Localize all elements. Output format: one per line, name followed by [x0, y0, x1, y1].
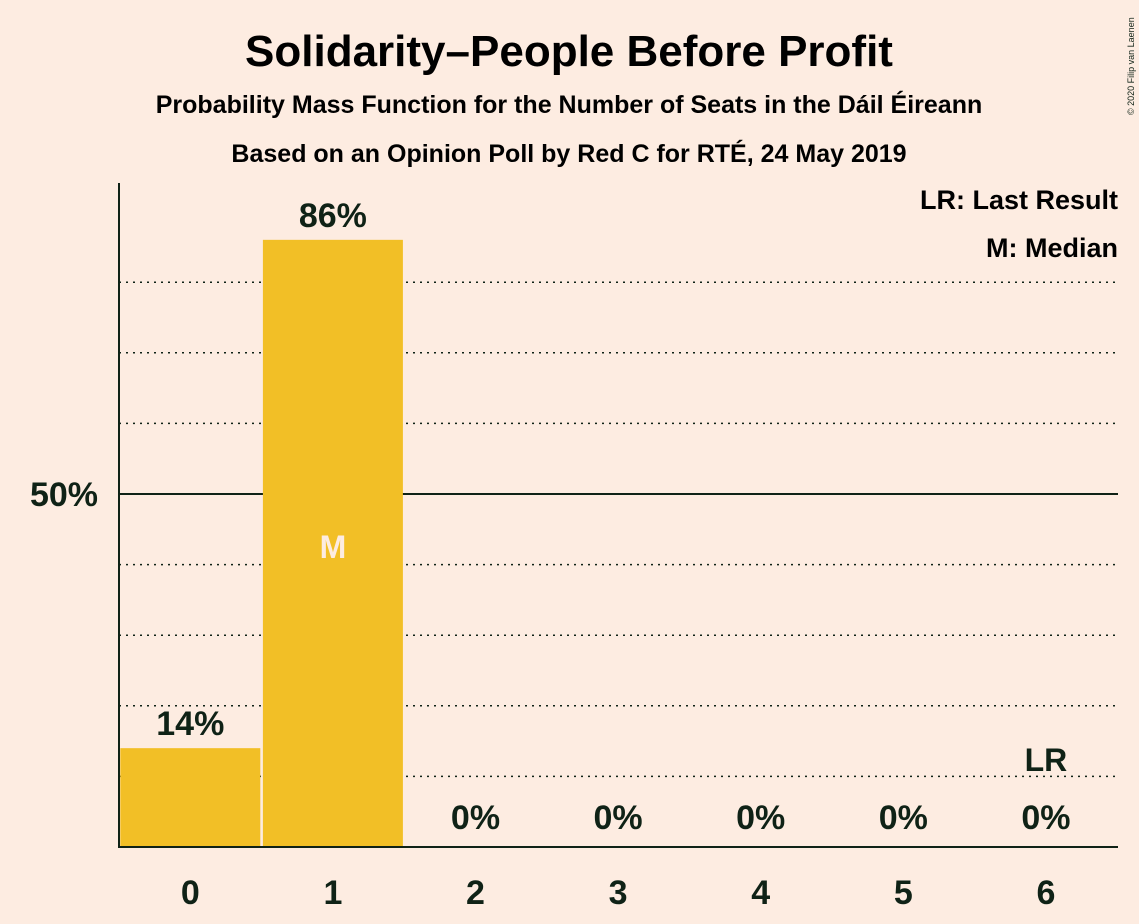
median-marker: M: [320, 529, 347, 565]
x-tick-label: 4: [751, 874, 770, 912]
value-label: 0%: [451, 799, 500, 837]
value-label: 14%: [156, 705, 224, 743]
value-label: 86%: [299, 197, 367, 235]
bar-seats-1: [262, 239, 403, 848]
bars: [120, 239, 403, 848]
chart-subtitle: Probability Mass Function for the Number…: [156, 90, 983, 119]
x-tick-label: 5: [894, 874, 913, 912]
legend-median: M: Median: [986, 233, 1118, 263]
x-tick-label: 0: [181, 874, 200, 912]
value-labels: 14% 86% 0% 0% 0% 0% 0% M LR: [156, 197, 1070, 837]
x-tick-label: 1: [323, 874, 342, 912]
value-label: 0%: [594, 799, 643, 837]
value-label: 0%: [879, 799, 928, 837]
legend-last-result: LR: Last Result: [920, 185, 1118, 215]
bar-seats-0: [120, 748, 261, 847]
axes: 50% 0 1 2 3 4 5 6: [30, 183, 1118, 912]
y-tick-label: 50%: [30, 476, 98, 514]
x-tick-label: 3: [609, 874, 628, 912]
x-tick-label: 2: [466, 874, 485, 912]
copyright-notice: © 2020 Filip van Laenen: [1126, 17, 1136, 115]
chart-title: Solidarity–People Before Profit: [245, 27, 893, 76]
x-tick-label: 6: [1036, 874, 1055, 912]
value-label: 0%: [1021, 799, 1070, 837]
value-label: 0%: [736, 799, 785, 837]
last-result-marker: LR: [1025, 742, 1068, 778]
chart-source: Based on an Opinion Poll by Red C for RT…: [231, 139, 906, 168]
